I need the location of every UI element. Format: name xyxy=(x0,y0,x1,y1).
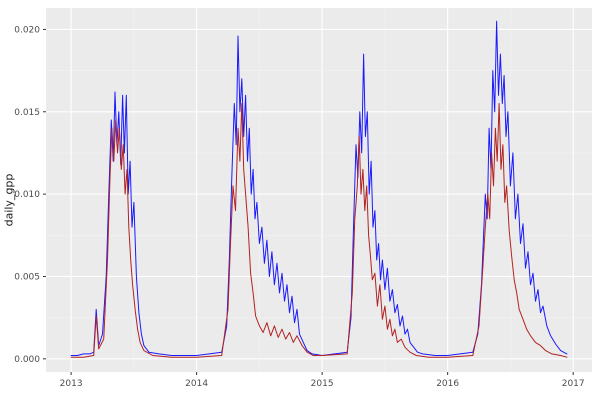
y-tick-label: 0.005 xyxy=(14,272,40,282)
line-series-red xyxy=(70,103,568,358)
x-tick-label: 2016 xyxy=(436,379,459,389)
y-tick-label: 0.000 xyxy=(14,355,40,365)
x-tick-label: 2014 xyxy=(185,379,208,389)
x-tick-label: 2017 xyxy=(562,379,585,389)
y-tick-label: 0.020 xyxy=(14,25,40,35)
y-tick-label: 0.015 xyxy=(14,108,40,118)
x-tick-label: 2015 xyxy=(311,379,334,389)
x-tick-label: 2013 xyxy=(60,379,83,389)
y-tick-label: 0.010 xyxy=(14,190,40,200)
